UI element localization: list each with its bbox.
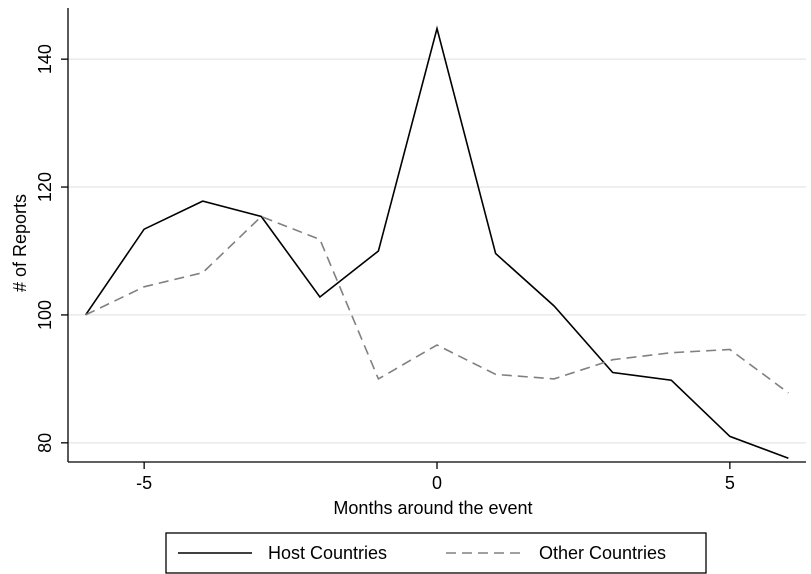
series-line-other-countries: [85, 215, 789, 394]
x-tick-label-0: 0: [432, 473, 442, 493]
x-tick-label--5: -5: [136, 473, 152, 493]
legend: Host Countries Other Countries: [165, 532, 707, 574]
y-axis-title: # of Reports: [10, 194, 30, 292]
y-tick-label-80: 80: [35, 433, 55, 453]
legend-label-other-countries: Other Countries: [539, 543, 666, 563]
legend-box: [165, 532, 707, 574]
series-line-host-countries: [84, 25, 789, 459]
x-tick-label-5: 5: [725, 473, 735, 493]
gridlines: [68, 58, 806, 444]
tick-marks: 80 100 120 140 -5 0 5: [35, 44, 735, 493]
legend-label-host-countries: Host Countries: [268, 543, 387, 563]
y-tick-label-140: 140: [35, 44, 55, 74]
series-lines: [84, 25, 789, 459]
x-axis-title: Months around the event: [333, 498, 532, 518]
y-tick-label-120: 120: [35, 172, 55, 202]
y-tick-label-100: 100: [35, 300, 55, 330]
